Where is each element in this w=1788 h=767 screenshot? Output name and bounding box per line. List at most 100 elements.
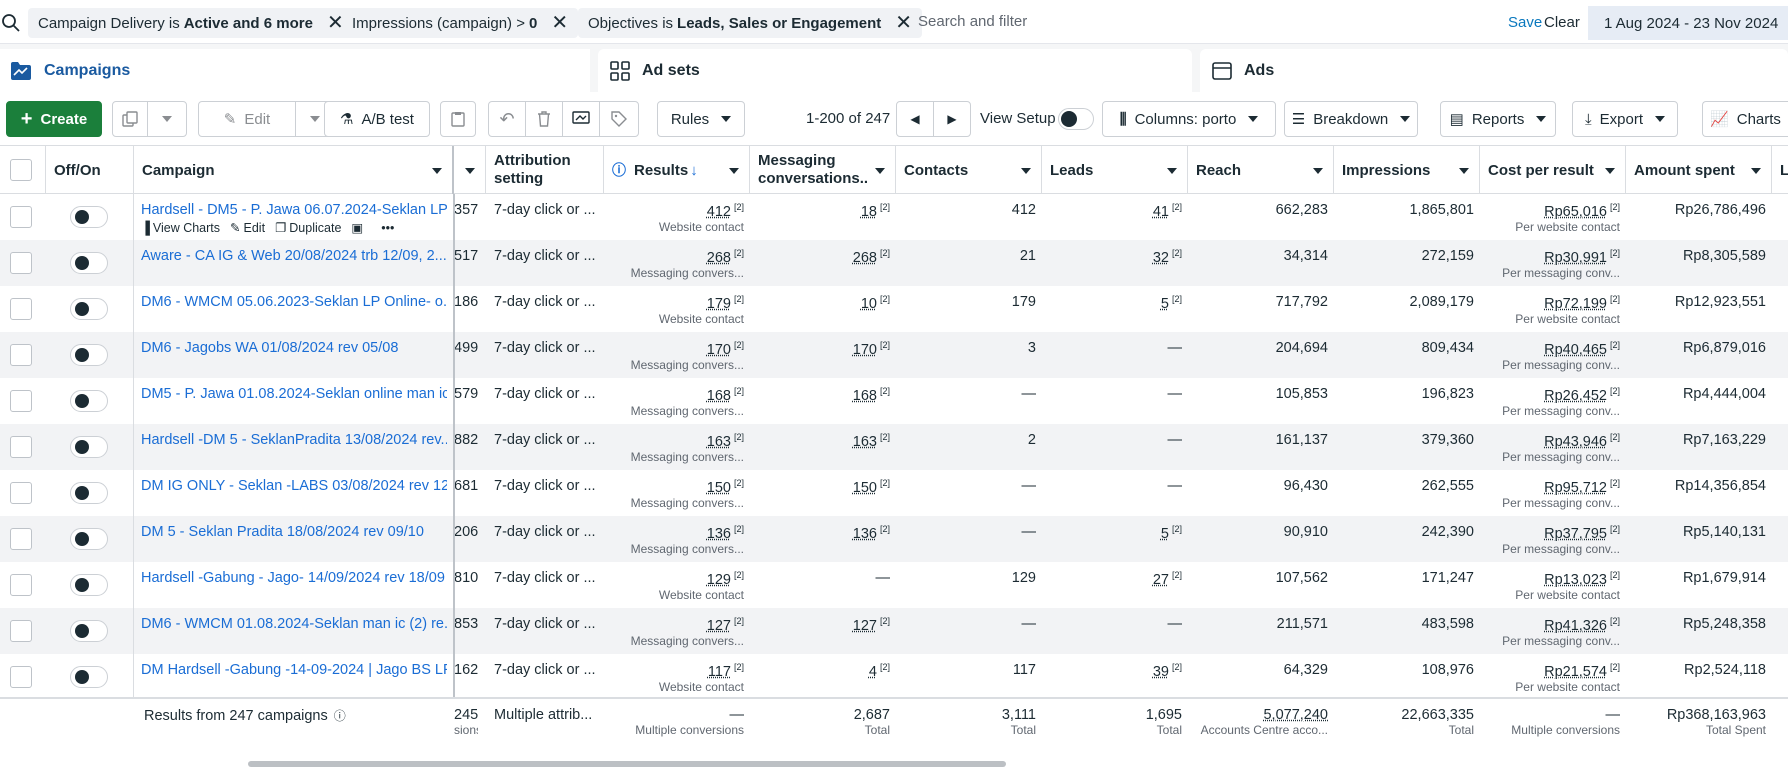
campaign-name-link[interactable]: DM6 - WMCM 01.08.2024-Seklan man ic (2) … (141, 616, 447, 632)
campaign-name-link[interactable]: Hardsell -Gabung - Jago- 14/09/2024 rev … (141, 570, 445, 586)
ab-test-button[interactable]: ⚗ A/B test (324, 101, 430, 137)
header-results[interactable]: ⓘ Results ↓ (604, 146, 750, 194)
search-input[interactable]: Search and filter (918, 13, 1028, 30)
tab-campaigns[interactable]: Campaigns (0, 49, 590, 92)
header-contacts[interactable]: Contacts (896, 146, 1042, 194)
edit-action[interactable]: ✎ Edit (230, 221, 266, 235)
table-row[interactable]: Hardsell - DM5 - P. Jawa 06.07.2024-Sekl… (0, 194, 1788, 240)
next-page-button[interactable]: ▶ (933, 101, 971, 137)
flask-icon: ⚗ (340, 111, 354, 128)
header-impressions[interactable]: Impressions (1334, 146, 1480, 194)
header-campaign[interactable]: Campaign (134, 146, 454, 194)
row-checkbox[interactable] (10, 528, 32, 550)
reports-button[interactable]: ▤ Reports (1440, 101, 1556, 137)
close-icon[interactable]: ✕ (551, 12, 569, 34)
campaign-name-link[interactable]: DM5 - P. Jawa 01.08.2024-Seklan online m… (141, 386, 447, 402)
campaign-toggle[interactable] (70, 344, 108, 366)
campaign-name-link[interactable]: Aware - CA IG & Web 20/08/2024 trb 12/09… (141, 248, 447, 264)
duplicate-action[interactable]: ❐ Duplicate (275, 221, 342, 235)
table-row[interactable]: Aware - CA IG & Web 20/08/2024 trb 12/09… (0, 240, 1788, 286)
edit-button[interactable]: ✎ Edit (198, 101, 296, 137)
rules-button[interactable]: Rules (657, 101, 745, 137)
campaign-name-link[interactable]: DM Hardsell -Gabung -14-09-2024 | Jago B… (141, 662, 447, 678)
row-checkbox[interactable] (10, 252, 32, 274)
row-checkbox[interactable] (10, 344, 32, 366)
tab-ad-sets[interactable]: Ad sets (598, 49, 1192, 92)
duplicate-button[interactable] (112, 101, 148, 137)
filter-chip-objectives[interactable]: Objectives is Leads, Sales or Engagement… (578, 8, 923, 38)
close-icon[interactable]: ✕ (895, 12, 913, 34)
campaign-toggle[interactable] (70, 298, 108, 320)
export-button[interactable]: ⤓ Export (1572, 101, 1678, 137)
save-filter-link[interactable]: Save (1508, 14, 1543, 31)
campaign-name-link[interactable]: Hardsell - DM5 - P. Jawa 06.07.2024-Sekl… (141, 202, 447, 218)
create-button[interactable]: + Create (6, 101, 102, 137)
campaign-name-link[interactable]: DM6 - WMCM 05.06.2023-Seklan LP Online- … (141, 294, 447, 310)
campaign-toggle[interactable] (70, 666, 108, 688)
table-row[interactable]: DM5 - P. Jawa 01.08.2024-Seklan online m… (0, 378, 1788, 424)
row-checkbox[interactable] (10, 666, 32, 688)
row-checkbox[interactable] (10, 206, 32, 228)
header-hidden-column[interactable] (454, 146, 486, 194)
horizontal-scrollbar[interactable] (248, 761, 1006, 767)
tag-button[interactable] (599, 101, 639, 137)
table-row[interactable]: DM 5 - Seklan Pradita 18/08/2024 rev 09/… (0, 516, 1788, 562)
table-row[interactable]: Hardsell -DM 5 - SeklanPradita 13/08/202… (0, 424, 1788, 470)
table-row[interactable]: DM6 - WMCM 05.06.2023-Seklan LP Online- … (0, 286, 1788, 332)
tab-ads[interactable]: Ads (1200, 49, 1788, 92)
campaign-toggle[interactable] (70, 482, 108, 504)
campaign-toggle[interactable] (70, 390, 108, 412)
campaign-name-link[interactable]: DM 5 - Seklan Pradita 18/08/2024 rev 09/… (141, 524, 424, 540)
previous-page-button[interactable]: ◀ (896, 101, 934, 137)
campaign-name-link[interactable]: Hardsell -DM 5 - SeklanPradita 13/08/202… (141, 432, 447, 448)
preview-icon[interactable]: ▣ (351, 221, 364, 235)
campaign-toggle[interactable] (70, 252, 108, 274)
header-reach[interactable]: Reach (1188, 146, 1334, 194)
preview-button[interactable] (562, 101, 600, 137)
campaign-toggle[interactable] (70, 206, 108, 228)
more-actions-icon[interactable]: ••• (381, 221, 395, 235)
delete-button[interactable] (525, 101, 563, 137)
header-leads[interactable]: Leads (1042, 146, 1188, 194)
columns-button[interactable]: ⫼ Columns: porto (1102, 101, 1276, 137)
campaign-toggle[interactable] (70, 528, 108, 550)
header-messaging[interactable]: Messaging conversations... (750, 146, 896, 194)
table-row[interactable]: DM6 - Jagobs WA 01/08/2024 rev 05/08 499 7… (0, 332, 1788, 378)
campaign-toggle[interactable] (70, 574, 108, 596)
row-checkbox[interactable] (10, 298, 32, 320)
breakdown-button[interactable]: ☰ Breakdown (1284, 101, 1418, 137)
close-icon[interactable]: ✕ (326, 12, 344, 34)
date-range-picker[interactable]: 1 Aug 2024 - 23 Nov 2024 (1588, 6, 1788, 40)
table-row[interactable]: DM Hardsell -Gabung -14-09-2024 | Jago B… (0, 654, 1788, 700)
header-amount-spent[interactable]: Amount spent (1626, 146, 1772, 194)
header-next-column[interactable]: L (1780, 161, 1788, 179)
row-checkbox[interactable] (10, 436, 32, 458)
chevron-down-icon (1248, 116, 1259, 122)
header-attribution[interactable]: Attribution setting (486, 146, 604, 194)
search-icon[interactable] (2, 14, 20, 32)
row-checkbox[interactable] (10, 574, 32, 596)
header-offon[interactable]: Off/On (46, 146, 134, 194)
table-row[interactable]: DM6 - WMCM 01.08.2024-Seklan man ic (2) … (0, 608, 1788, 654)
clipboard-button[interactable] (440, 101, 476, 137)
filter-chip-impressions[interactable]: Impressions (campaign) > 0 ✕ (342, 8, 579, 38)
charts-button[interactable]: 📈 Charts (1702, 101, 1788, 137)
duplicate-dropdown-button[interactable] (147, 101, 187, 137)
view-setup-toggle[interactable] (1058, 108, 1094, 130)
clear-filter-link[interactable]: Clear (1544, 14, 1580, 31)
campaign-toggle[interactable] (70, 620, 108, 642)
view-charts-action[interactable]: ▐ View Charts (141, 221, 221, 235)
campaign-toggle[interactable] (70, 436, 108, 458)
table-row[interactable]: Hardsell -Gabung - Jago- 14/09/2024 rev … (0, 562, 1788, 608)
row-checkbox[interactable] (10, 620, 32, 642)
row-checkbox[interactable] (10, 390, 32, 412)
filter-chip-delivery[interactable]: Campaign Delivery is Active and 6 more ✕ (28, 8, 354, 38)
select-all-checkbox[interactable] (10, 159, 32, 181)
campaign-name-link[interactable]: DM6 - Jagobs WA 01/08/2024 rev 05/08 (141, 340, 399, 356)
table-row[interactable]: DM IG ONLY - Seklan -LABS 03/08/2024 rev… (0, 470, 1788, 516)
campaign-name-link[interactable]: DM IG ONLY - Seklan -LABS 03/08/2024 rev… (141, 478, 447, 494)
row-checkbox[interactable] (10, 482, 32, 504)
cell-results: 117 [2] Website contact (658, 662, 744, 694)
header-cost-per-result[interactable]: Cost per result (1480, 146, 1626, 194)
undo-button[interactable]: ↶ (488, 101, 526, 137)
